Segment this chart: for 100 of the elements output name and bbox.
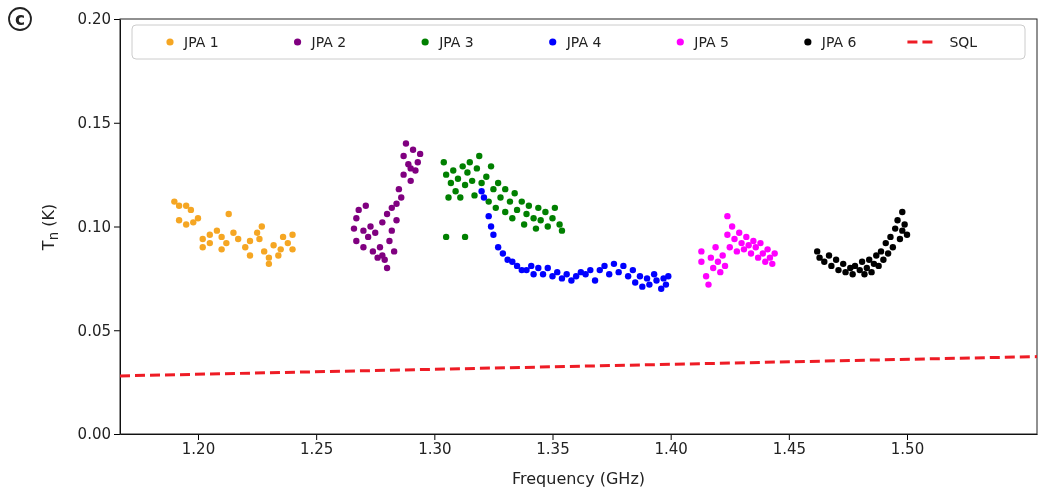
point [442, 171, 450, 178]
point [532, 225, 540, 232]
point [218, 233, 225, 241]
point [513, 206, 521, 214]
point [473, 165, 481, 172]
x-axis-title: Frequency (GHz) [511, 469, 646, 488]
point [445, 194, 452, 201]
point [544, 223, 551, 230]
point [452, 188, 459, 195]
point [861, 271, 868, 278]
point [752, 244, 759, 251]
point [376, 244, 384, 251]
y-tick-label: 0.10 [77, 217, 111, 236]
point [454, 175, 462, 182]
point [400, 171, 407, 178]
point [511, 190, 518, 197]
point [520, 221, 528, 228]
point [629, 266, 637, 274]
point [537, 217, 544, 224]
point [582, 271, 589, 278]
point [246, 237, 254, 245]
point [707, 254, 715, 261]
point [530, 271, 537, 278]
point [509, 215, 516, 222]
point [889, 244, 897, 251]
point [225, 210, 232, 218]
x-tick-label: 1.45 [772, 439, 807, 458]
point [494, 244, 502, 251]
point [558, 275, 566, 282]
point [253, 229, 261, 236]
point [402, 140, 410, 147]
point [662, 281, 670, 288]
point [270, 241, 277, 249]
point [509, 258, 516, 265]
x-tick-label: 1.50 [890, 439, 925, 458]
point [757, 239, 764, 247]
point [506, 198, 514, 205]
point [766, 254, 774, 261]
point [379, 219, 386, 226]
point [400, 152, 407, 160]
point [468, 177, 476, 185]
point [754, 254, 762, 261]
point [856, 266, 863, 274]
legend-label: SQL [949, 34, 978, 50]
point [556, 221, 563, 228]
point [485, 212, 492, 220]
point [710, 264, 717, 272]
point [393, 217, 400, 224]
point [412, 167, 419, 174]
legend-label: JPA 6 [820, 34, 857, 50]
point [260, 248, 268, 255]
point [499, 250, 507, 257]
point [759, 250, 767, 257]
point [870, 260, 878, 268]
point [743, 233, 750, 241]
legend-label: JPA 5 [693, 34, 729, 50]
point [360, 227, 367, 234]
point [213, 227, 221, 234]
point [528, 262, 535, 270]
point [636, 273, 644, 280]
point [717, 268, 724, 276]
point [665, 273, 672, 280]
point [478, 188, 485, 195]
point [738, 239, 745, 247]
point [275, 252, 282, 259]
point [880, 256, 887, 263]
point [258, 223, 265, 230]
point [442, 233, 450, 241]
point [866, 256, 873, 263]
y-tick-label: 0.20 [77, 10, 111, 29]
point [868, 268, 875, 276]
point [896, 235, 904, 243]
legend-label: JPA 2 [310, 34, 347, 50]
point [650, 271, 658, 278]
point [624, 273, 632, 280]
point [383, 210, 391, 218]
point [461, 181, 469, 189]
point [731, 235, 738, 243]
point [199, 244, 206, 251]
point [497, 194, 504, 201]
point [395, 185, 403, 193]
point [750, 237, 757, 245]
point [733, 248, 741, 255]
point [457, 194, 464, 201]
point [390, 248, 398, 255]
point [480, 194, 488, 201]
point [901, 221, 908, 228]
point [894, 217, 901, 224]
point [230, 229, 237, 236]
point [639, 283, 646, 290]
x-tick-label: 1.40 [654, 439, 688, 458]
point [353, 215, 360, 222]
legend-label: JPA 3 [438, 34, 474, 50]
point [190, 219, 197, 226]
point [563, 271, 570, 278]
point [464, 169, 471, 176]
point [903, 231, 911, 238]
point [487, 163, 495, 170]
point [483, 173, 490, 180]
point [646, 281, 653, 288]
